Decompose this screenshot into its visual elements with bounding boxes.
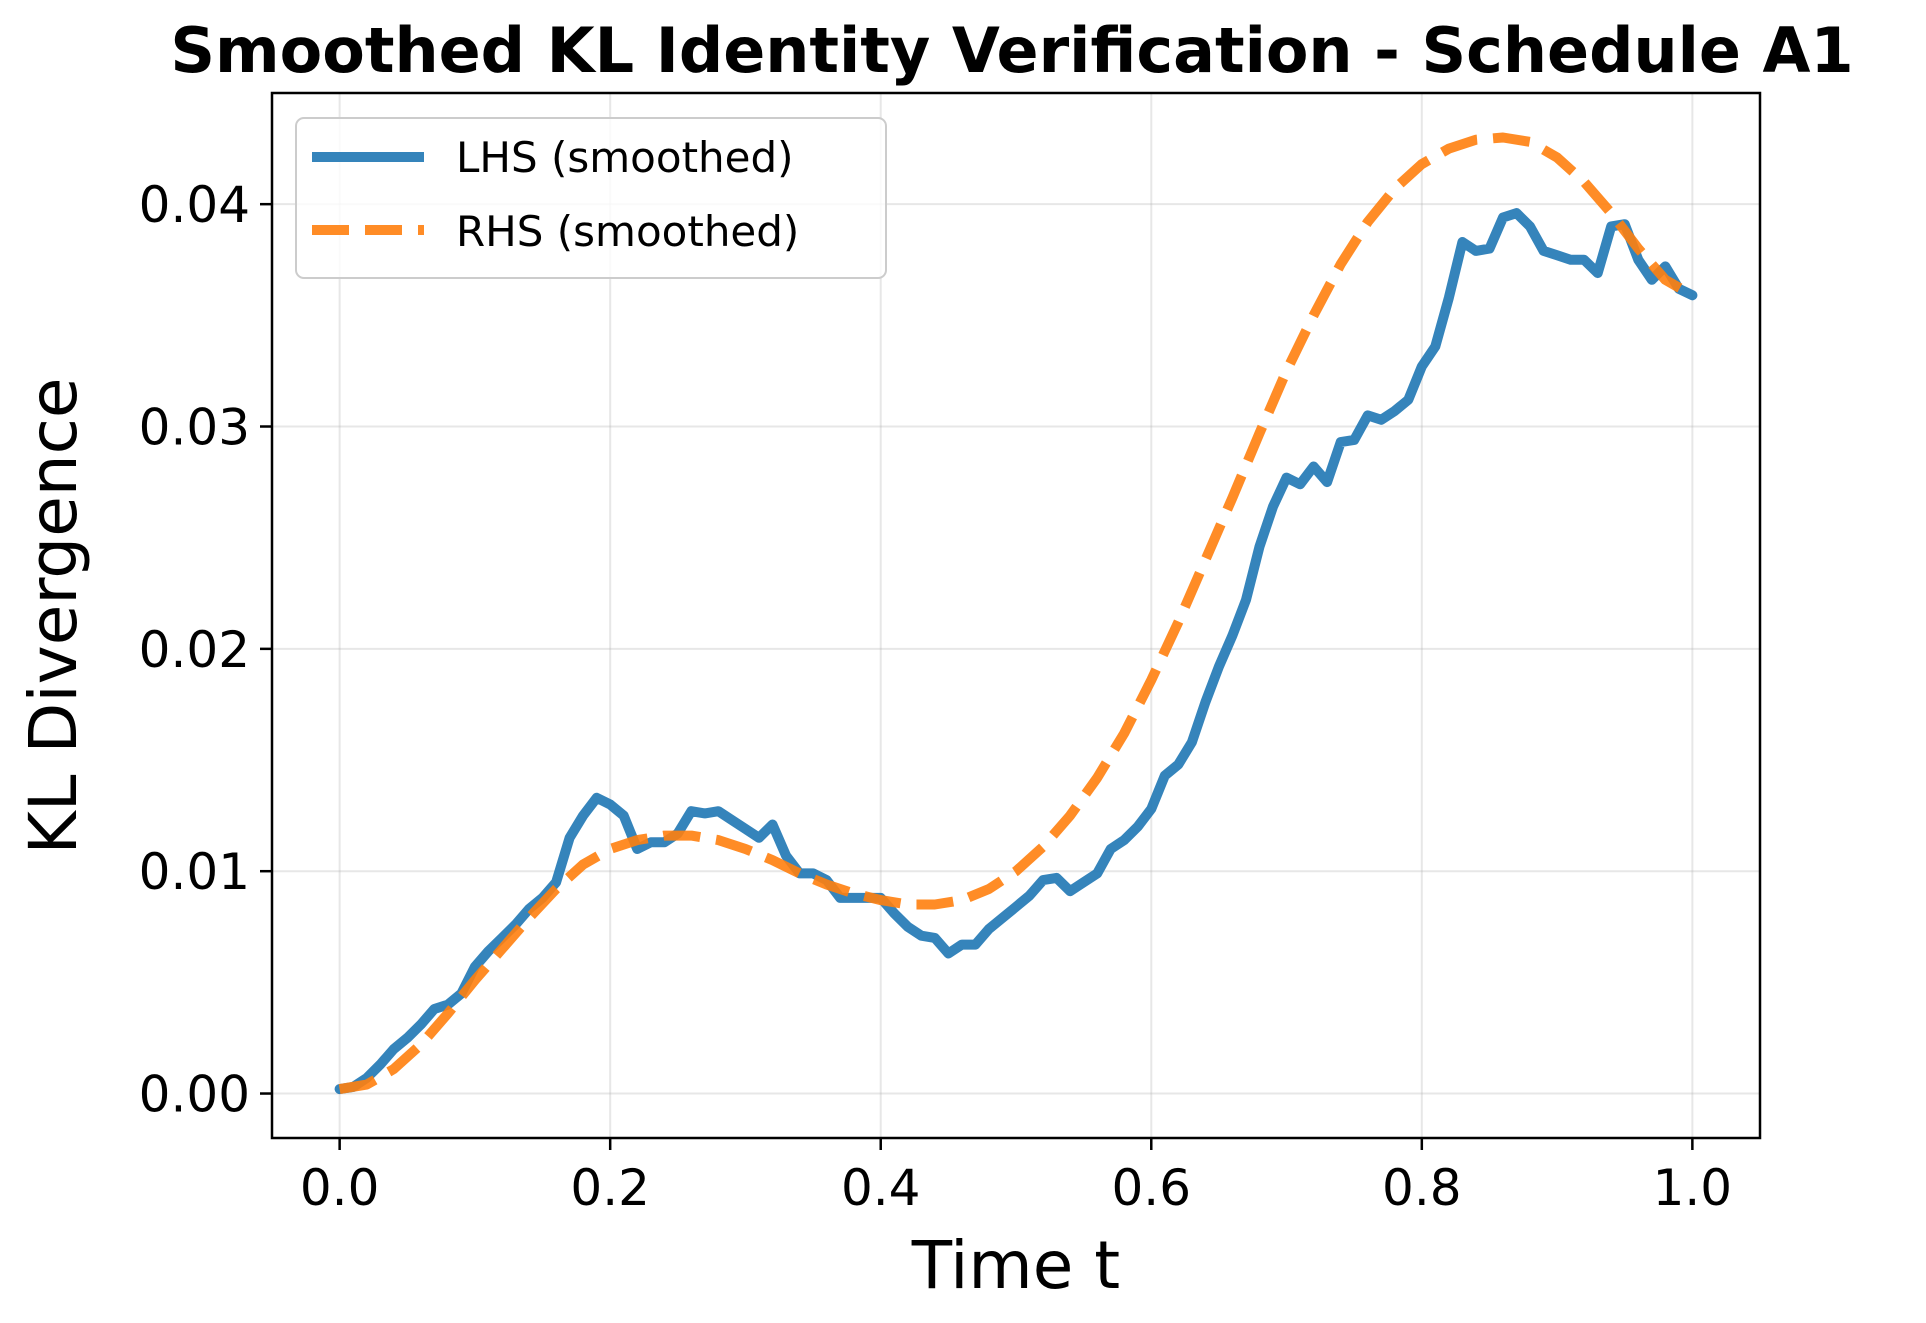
legend-label-lhs: LHS (smoothed) [456, 133, 794, 182]
series-line-rhs [338, 132, 1695, 1095]
x-tick-label: 0.6 [1112, 1159, 1192, 1217]
x-tick-label: 0.8 [1382, 1159, 1462, 1217]
y-tick-label: 0.04 [139, 176, 250, 234]
legend-label-rhs: RHS (smoothed) [456, 207, 799, 256]
x-tick-label: 0.4 [841, 1159, 921, 1217]
y-axis-label: KL Divergence [15, 377, 92, 854]
chart-title: Smoothed KL Identity Verification - Sche… [170, 14, 1853, 87]
y-tick-label: 0.02 [139, 621, 250, 679]
series-layer [334, 132, 1698, 1095]
y-tick-label: 0.01 [139, 843, 250, 901]
x-tick-label: 1.0 [1653, 1159, 1733, 1217]
ticks: 0.0 0.2 0.4 0.6 0.8 1.0 0.00 0.01 0.02 0.03 0.04 [139, 176, 1732, 1217]
x-tick-label: 0.0 [300, 1159, 380, 1217]
legend: LHS (smoothed) RHS (smoothed) [295, 117, 887, 279]
x-axis-label: Time t [911, 1227, 1120, 1304]
series-line-lhs [334, 208, 1698, 1095]
x-tick-label: 0.2 [570, 1159, 650, 1217]
legend-box [295, 117, 887, 279]
y-tick-label: 0.03 [139, 399, 250, 457]
y-tick-label: 0.00 [139, 1066, 250, 1124]
plot-frame [270, 91, 1762, 1140]
